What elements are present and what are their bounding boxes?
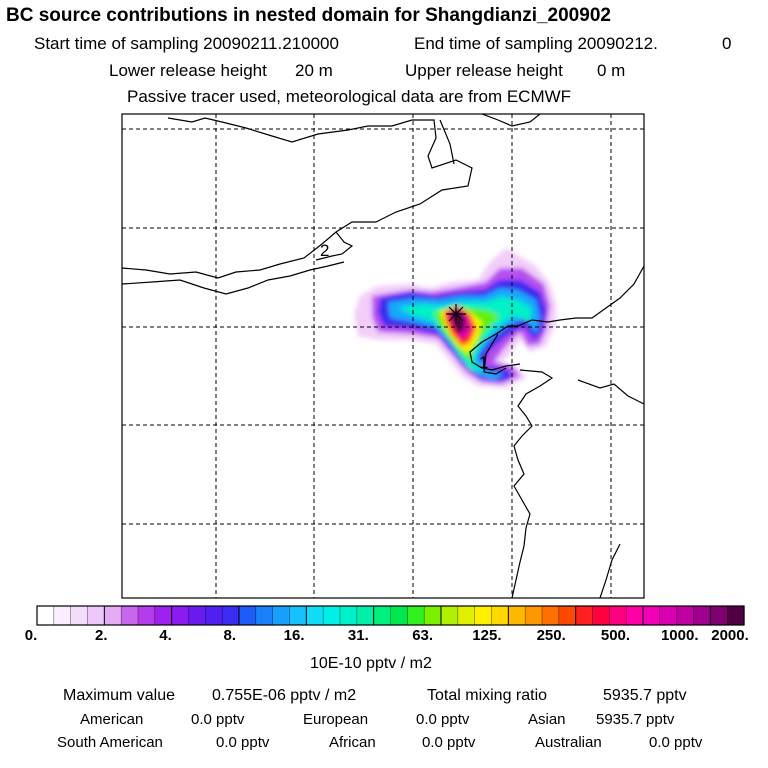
- region-name-asian: Asian: [528, 711, 566, 728]
- colorbar-tick-label: 125.: [472, 627, 502, 644]
- colorbar-swatch: [239, 606, 257, 625]
- colorbar-swatch: [171, 606, 190, 625]
- colorbar-tick-label: 4.: [159, 627, 172, 644]
- colorbar-swatch: [323, 606, 341, 625]
- colorbar-swatch: [138, 606, 156, 625]
- region-value-american: 0.0 pptv: [191, 711, 245, 728]
- colorbar-swatch: [424, 606, 442, 625]
- region-value-south-american: 0.0 pptv: [216, 734, 270, 751]
- colorbar-swatch: [255, 606, 274, 625]
- coastlines: [122, 114, 644, 598]
- colorbar-swatch: [643, 606, 661, 625]
- colorbar-swatch: [676, 606, 695, 625]
- lat-lon-grid: [122, 114, 644, 598]
- upper-release-value: 0 m: [597, 61, 626, 80]
- colorbar-unit: 10E-10 pptv / m2: [310, 655, 432, 672]
- colorbar-swatch: [390, 606, 408, 625]
- colorbar-swatch: [289, 606, 307, 625]
- colorbar-swatch: [340, 606, 358, 625]
- colorbar-swatch: [609, 606, 627, 625]
- colorbar-swatch: [710, 606, 728, 625]
- colorbar-swatch: [306, 606, 324, 625]
- total-mixing-value: 5935.7 pptv: [603, 687, 687, 704]
- colorbar-swatch: [542, 606, 560, 625]
- end-time-value: 0: [722, 34, 732, 53]
- colorbar-swatch: [188, 606, 206, 625]
- concentration-plume: [354, 248, 556, 388]
- colorbar-swatch: [558, 606, 577, 625]
- region-name-south-american: South American: [57, 734, 163, 751]
- colorbar-tick-label: 2.: [95, 627, 108, 644]
- colorbar-swatch: [222, 606, 240, 625]
- region-name-australian: Australian: [535, 734, 602, 751]
- colorbar-tick-label: 16.: [283, 627, 305, 644]
- colorbar-tick-label: 31.: [347, 627, 369, 644]
- region-label-2: 2: [320, 241, 329, 260]
- colorbar-tick-label: 500.: [600, 627, 631, 644]
- colorbar-swatch: [37, 606, 55, 625]
- colorbar: [36, 605, 745, 626]
- region-name-american: American: [80, 711, 144, 728]
- colorbar-tick-label: 63.: [412, 627, 434, 644]
- colorbar-swatch: [659, 606, 678, 625]
- colorbar-swatch: [121, 606, 139, 625]
- colorbar-swatch: [474, 606, 493, 625]
- colorbar-swatch: [104, 606, 122, 625]
- colorbar-swatch: [441, 606, 459, 625]
- region-value-australian: 0.0 pptv: [649, 734, 703, 751]
- colorbar-swatch: [592, 606, 610, 625]
- region-label-1: 1: [479, 353, 488, 372]
- colorbar-swatch: [272, 606, 291, 625]
- colorbar-swatch: [626, 606, 644, 625]
- chart-title: BC source contributions in nested domain…: [6, 5, 611, 26]
- colorbar-swatch: [727, 606, 745, 625]
- colorbar-tick-label: 1000.: [660, 627, 699, 644]
- map-frame: [121, 113, 645, 599]
- upper-release-label: Upper release height: [405, 61, 563, 80]
- colorbar-swatch: [508, 606, 526, 625]
- colorbar-swatch: [70, 606, 89, 625]
- colorbar-swatch: [53, 606, 72, 625]
- lower-release-label: Lower release height: [109, 61, 267, 80]
- colorbar-swatch: [525, 606, 543, 625]
- max-value-label: Maximum value: [63, 687, 176, 704]
- end-time-label: End time of sampling 20090212.: [414, 34, 658, 53]
- colorbar-swatch: [693, 606, 711, 625]
- region-name-african: African: [329, 734, 376, 751]
- max-value: 0.755E-06 pptv / m2: [212, 687, 357, 704]
- colorbar-swatch: [575, 606, 594, 625]
- region-value-european: 0.0 pptv: [416, 711, 470, 728]
- colorbar-swatch: [154, 606, 173, 625]
- colorbar-tick-label: 2000.: [711, 627, 749, 644]
- colorbar-swatch: [205, 606, 223, 625]
- colorbar-frame: [36, 605, 745, 626]
- colorbar-tick-label: 0.: [24, 627, 38, 644]
- lower-release-value: 20 m: [295, 61, 333, 80]
- receptor-star-icon: [446, 304, 466, 324]
- region-value-asian: 5935.7 pptv: [596, 711, 675, 728]
- region-value-african: 0.0 pptv: [422, 734, 476, 751]
- tracer-note: Passive tracer used, meteorological data…: [127, 87, 572, 106]
- colorbar-swatch: [407, 606, 425, 625]
- colorbar-swatch: [356, 606, 375, 625]
- colorbar-swatch: [87, 606, 105, 625]
- colorbar-swatch: [457, 606, 476, 625]
- total-mixing-label: Total mixing ratio: [427, 687, 548, 704]
- region-name-european: European: [303, 711, 369, 728]
- colorbar-tick-label: 250.: [536, 627, 566, 644]
- colorbar-swatch: [491, 606, 509, 625]
- colorbar-swatch: [373, 606, 392, 625]
- start-time-label: Start time of sampling 20090211.210000: [34, 34, 339, 53]
- colorbar-tick-label: 8.: [223, 627, 237, 644]
